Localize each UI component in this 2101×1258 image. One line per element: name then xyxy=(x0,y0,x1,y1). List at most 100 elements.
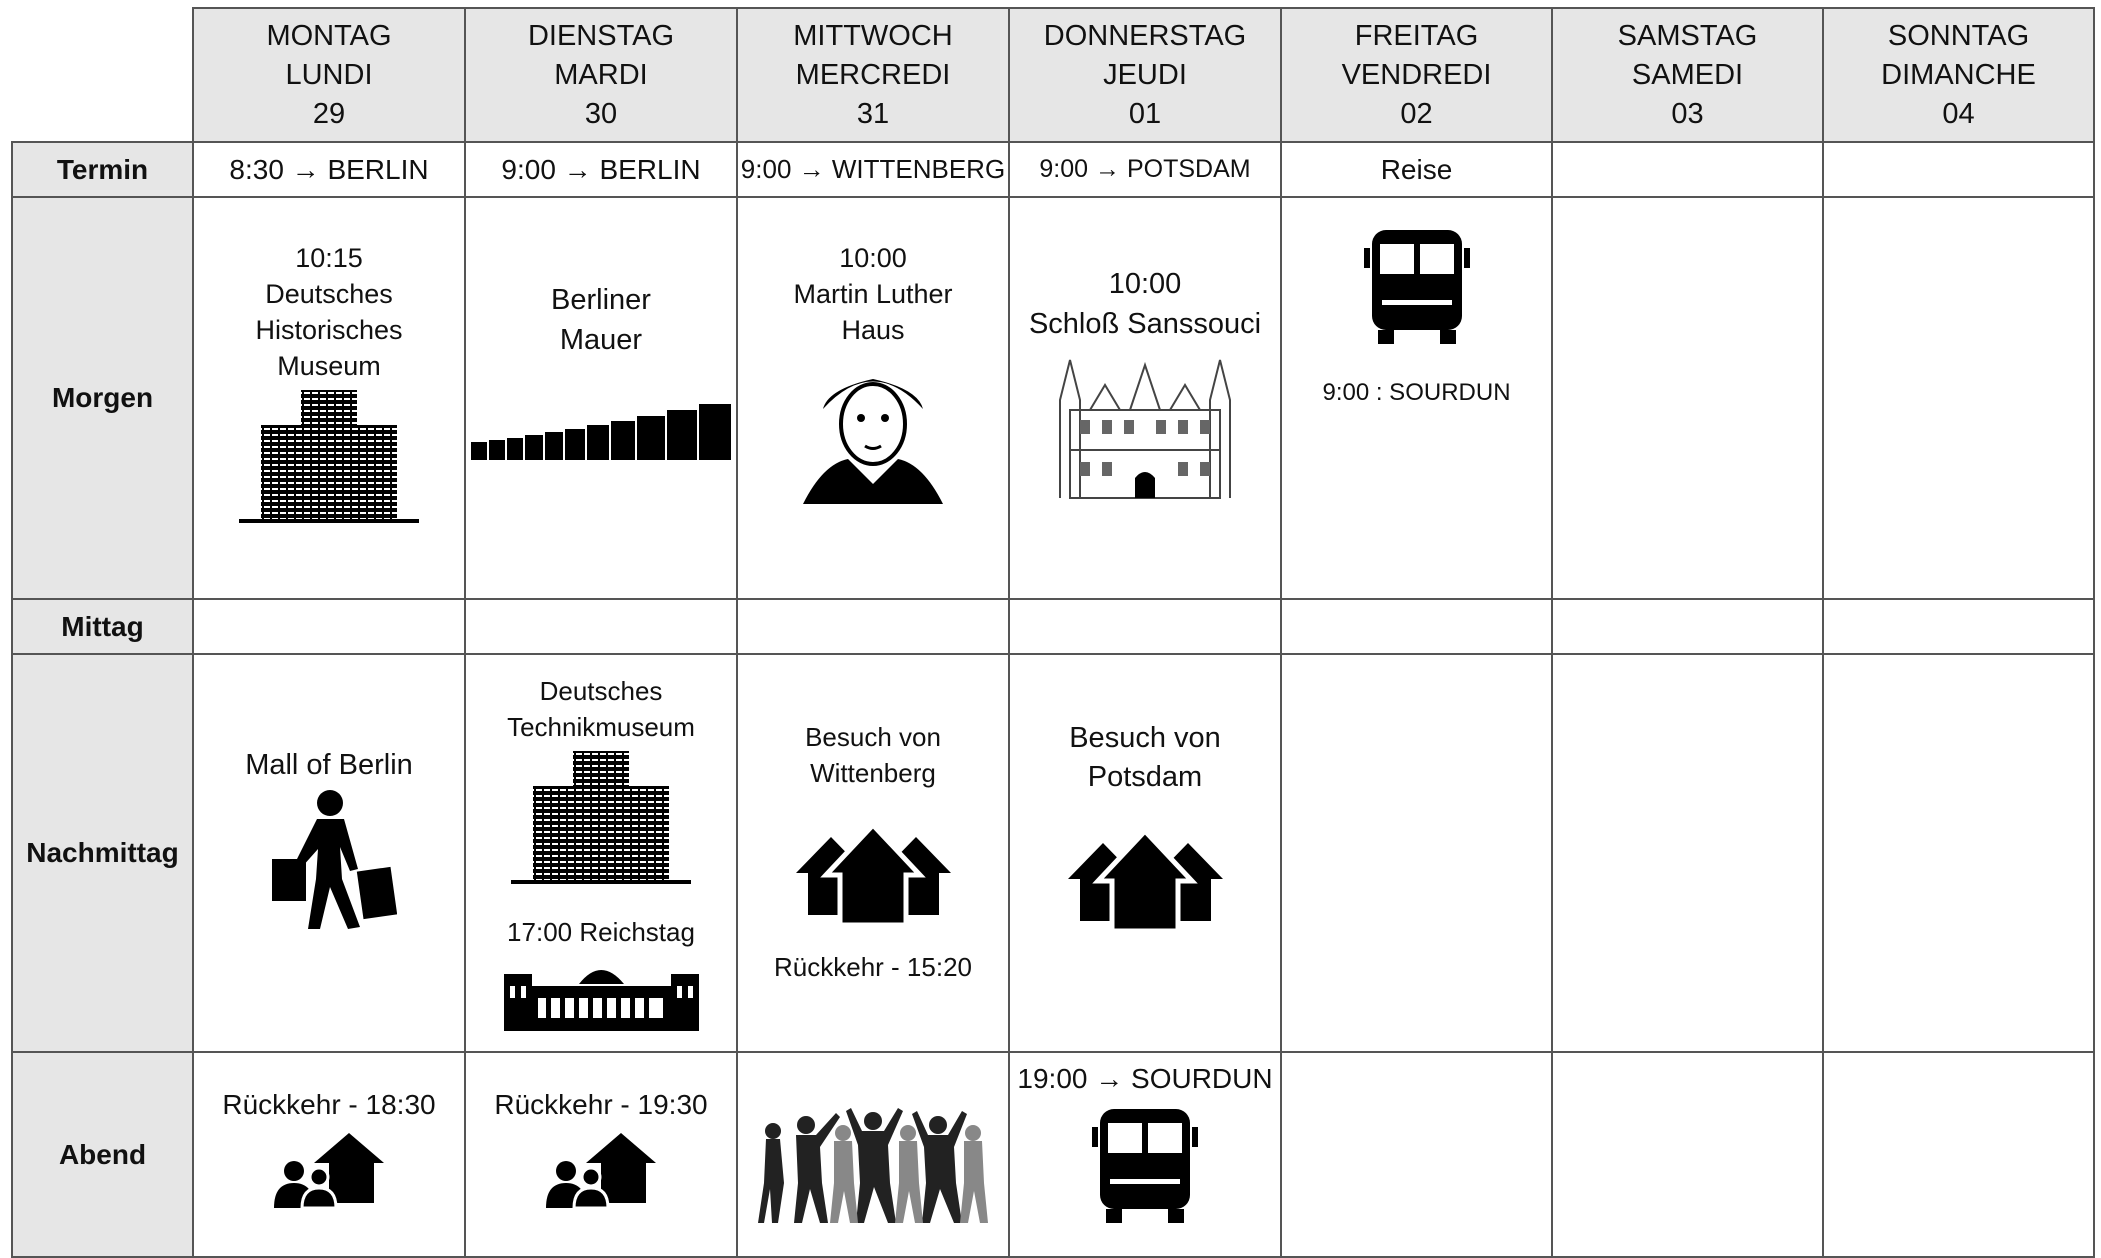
text: Reise xyxy=(1380,153,1453,185)
cell xyxy=(1822,141,2095,198)
text: DONNERSTAG xyxy=(1043,19,1247,52)
cell: Deutsches Technikmuseum 17:00 Reichstag xyxy=(464,653,738,1053)
cell: 9:00 : SOURDUN xyxy=(1280,196,1553,600)
cell xyxy=(736,1051,1010,1258)
day-header: SONNTAG DIMANCHE 04 xyxy=(1822,7,2095,143)
cell xyxy=(1551,141,1824,198)
cell xyxy=(1280,598,1553,655)
text: 30 xyxy=(584,97,618,130)
cell: 10:00 Schloß Sanssouci xyxy=(1008,196,1282,600)
dancers-icon xyxy=(758,1103,988,1223)
text: VENDREDI xyxy=(1341,58,1492,91)
text: MITTWOCH xyxy=(793,19,953,52)
houses-icon xyxy=(1068,831,1223,931)
text: Mall of Berlin xyxy=(245,749,413,781)
text: Deutsches xyxy=(265,279,393,309)
home-icon xyxy=(274,1133,384,1208)
corner xyxy=(12,8,193,142)
cell: Besuch von Wittenberg Rückkehr - 15:20 xyxy=(736,653,1010,1053)
wall-icon xyxy=(471,392,731,467)
text: Technikmuseum xyxy=(507,712,695,742)
text: MONTAG xyxy=(266,19,392,52)
cell xyxy=(1280,1051,1553,1258)
cell xyxy=(192,598,466,655)
text: SONNTAG xyxy=(1887,19,2030,52)
houses-icon xyxy=(796,825,951,925)
text: Museum xyxy=(277,351,381,381)
text: DIENSTAG xyxy=(527,19,675,52)
text: Besuch von xyxy=(805,722,941,752)
text: 9:00 → WITTENBERG xyxy=(740,154,1006,184)
row-label: Morgen xyxy=(11,196,194,600)
row-label: Mittag xyxy=(11,598,194,655)
cell: Mall of Berlin xyxy=(192,653,466,1053)
text: Rückkehr - 18:30 xyxy=(222,1089,436,1120)
text: 10:15 xyxy=(295,243,363,273)
text: Historisches xyxy=(255,315,403,345)
schedule-table: MONTAG LUNDI 29 DIENSTAG MARDI 30 MITTWOCH ME… xyxy=(11,7,2095,1258)
cell xyxy=(1551,653,1824,1053)
text: 03 xyxy=(1671,97,1704,130)
cell: 10:00 Martin Luther Haus xyxy=(736,196,1010,600)
text: 10:00 xyxy=(1108,268,1182,300)
text: 9:00 : SOURDUN xyxy=(1322,379,1511,406)
text: 17:00 Reichstag xyxy=(507,917,695,947)
text: DIMANCHE xyxy=(1881,58,2036,91)
home-icon xyxy=(546,1133,656,1208)
cell: Berliner Mauer xyxy=(464,196,738,600)
text: Besuch von xyxy=(1069,722,1221,754)
text: MERCREDI xyxy=(795,58,951,91)
cell: 9:00 → POTSDAM xyxy=(1008,141,1282,198)
text: Berliner xyxy=(551,284,651,316)
cell xyxy=(736,598,1010,655)
day-header: MITTWOCH MERCREDI 31 xyxy=(736,7,1010,143)
row-label: Abend xyxy=(11,1051,194,1258)
day-header: FREITAG VENDREDI 02 xyxy=(1280,7,1553,143)
cell: 19:00 → SOURDUN xyxy=(1008,1051,1282,1258)
text: 01 xyxy=(1128,97,1162,130)
cell xyxy=(1008,598,1282,655)
text: SAMSTAG xyxy=(1617,19,1758,52)
castle-icon xyxy=(1050,350,1240,500)
day-header: MONTAG LUNDI 29 xyxy=(192,7,466,143)
text: Rückkehr - 19:30 xyxy=(494,1089,708,1120)
cell: 8:30 → BERLIN xyxy=(192,141,466,198)
reichstag-icon xyxy=(504,956,699,1031)
cell xyxy=(1551,598,1824,655)
text: 19:00 → SOURDUN xyxy=(1017,1063,1273,1094)
text: 8:30 → BERLIN xyxy=(229,153,429,185)
cell xyxy=(1551,196,1824,600)
cell xyxy=(1822,1051,2095,1258)
cell xyxy=(1822,196,2095,600)
text: 04 xyxy=(1942,97,1975,130)
text: LUNDI xyxy=(285,58,373,91)
cell: Reise xyxy=(1280,141,1553,198)
text: MARDI xyxy=(554,58,648,91)
cell xyxy=(1822,598,2095,655)
day-header: SAMSTAG SAMEDI 03 xyxy=(1551,7,1824,143)
shopper-icon xyxy=(262,789,397,929)
bus-icon xyxy=(1090,1109,1200,1224)
text: Haus xyxy=(841,315,905,345)
text: 29 xyxy=(312,97,346,130)
cell: Rückkehr - 19:30 xyxy=(464,1051,738,1258)
cell: Besuch von Potsdam xyxy=(1008,653,1282,1053)
cell: 9:00 → WITTENBERG xyxy=(736,141,1010,198)
row-label: Nachmittag xyxy=(11,653,194,1053)
cell xyxy=(464,598,738,655)
cell: Rückkehr - 18:30 xyxy=(192,1051,466,1258)
text: Potsdam xyxy=(1087,761,1203,793)
text: 10:00 xyxy=(839,243,907,273)
cell: 10:15 Deutsches Historisches Museum xyxy=(192,196,466,600)
bus-icon xyxy=(1362,230,1472,345)
text: SAMEDI xyxy=(1631,58,1744,91)
museum-icon xyxy=(511,751,691,886)
text: Mauer xyxy=(559,324,643,356)
text: Martin Luther xyxy=(793,279,953,309)
text: Rückkehr - 15:20 xyxy=(774,952,972,982)
text: 9:00 → BERLIN xyxy=(501,153,701,185)
cell xyxy=(1551,1051,1824,1258)
text: 9:00 → POTSDAM xyxy=(1039,155,1251,183)
museum-icon xyxy=(239,390,419,525)
text: Deutsches xyxy=(539,676,663,706)
